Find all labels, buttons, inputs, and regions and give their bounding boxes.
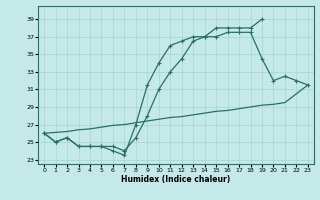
X-axis label: Humidex (Indice chaleur): Humidex (Indice chaleur) bbox=[121, 175, 231, 184]
